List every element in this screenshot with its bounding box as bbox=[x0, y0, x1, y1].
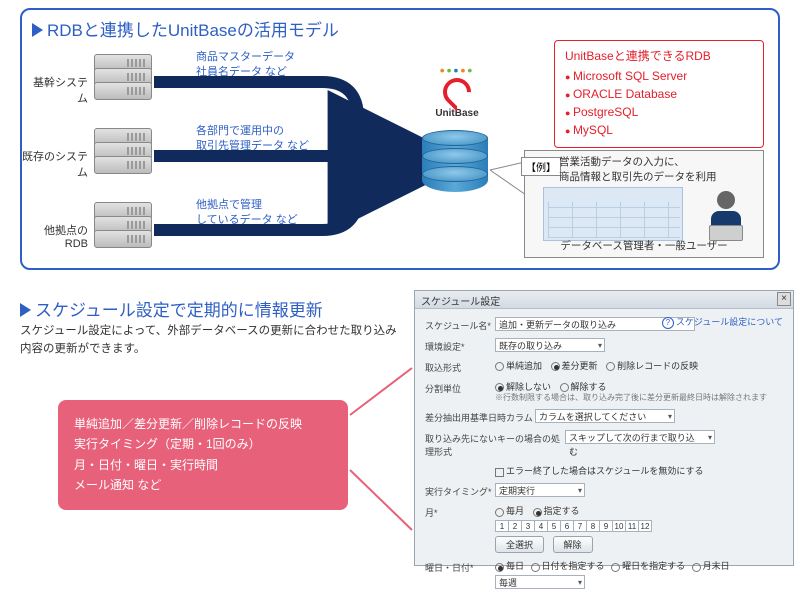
feature-callout: 単純追加／差分更新／削除レコードの反映 実行タイミング（定期・1回のみ） 月・日… bbox=[58, 400, 348, 510]
flow-text-2: 各部門で運用中の取引先管理データ など bbox=[196, 124, 309, 154]
close-icon[interactable]: × bbox=[777, 292, 791, 306]
schedule-window: スケジュール設定 × スケジュール設定について スケジュール名* 追加・更新デー… bbox=[414, 290, 794, 566]
section2-desc: スケジュール設定によって、外部データベースの更新に合わせた取り込み内容の更新がで… bbox=[20, 322, 400, 359]
timing-select[interactable]: 定期実行 bbox=[495, 483, 585, 497]
callout-line: 月・日付・曜日・実行時間 bbox=[74, 455, 332, 475]
triangle-icon bbox=[20, 303, 31, 317]
server-label-1: 基幹システム bbox=[28, 74, 88, 106]
database-icon bbox=[422, 130, 488, 200]
callout-line: 実行タイミング（定期・1回のみ） bbox=[74, 434, 332, 454]
rdb-model-panel: RDBと連携したUnitBaseの活用モデル 基幹システム 商品マスターデータ社… bbox=[20, 8, 780, 270]
basekey-select[interactable]: カラムを選択してください bbox=[535, 409, 675, 423]
checkbox-label: エラー終了した場合はスケジュールを無効にする bbox=[506, 466, 703, 476]
field-note: ※行数制限する場合は、取り込み完了後に差分更新最終日時は解除されます bbox=[495, 393, 783, 403]
user-icon bbox=[705, 191, 747, 243]
field-label: 環境設定* bbox=[425, 338, 495, 353]
field-label: 曜日・日付* bbox=[425, 559, 495, 574]
panel-title: RDBと連携したUnitBaseの活用モデル bbox=[32, 16, 339, 41]
field-label: 取込形式 bbox=[425, 359, 495, 374]
error-checkbox[interactable] bbox=[495, 468, 504, 477]
server-label-2: 既存のシステム bbox=[22, 148, 88, 180]
select-all-button[interactable]: 全選択 bbox=[495, 536, 544, 553]
radio[interactable] bbox=[551, 362, 560, 371]
server-icon-2 bbox=[94, 128, 152, 174]
example-text: 営業活動データの入力に、商品情報と取引先のデータを利用 bbox=[559, 155, 717, 184]
server-icon-3 bbox=[94, 202, 152, 248]
radio[interactable] bbox=[495, 362, 504, 371]
radio[interactable] bbox=[606, 362, 615, 371]
clear-button[interactable]: 解除 bbox=[553, 536, 593, 553]
radio[interactable] bbox=[495, 508, 504, 517]
help-link[interactable]: スケジュール設定について bbox=[662, 315, 783, 329]
radio[interactable] bbox=[560, 383, 569, 392]
example-caption: データベース管理者・一般ユーザー bbox=[525, 238, 763, 253]
month-grid[interactable]: 123456789101112 bbox=[495, 520, 783, 532]
env-select[interactable]: 既存の取り込み bbox=[495, 338, 605, 352]
window-title: スケジュール設定 bbox=[421, 297, 500, 308]
logo-dots-icon: ••••• bbox=[422, 62, 492, 78]
window-titlebar: スケジュール設定 × bbox=[415, 291, 793, 309]
field-label: 取り込み先にないキーの場合の処理形式 bbox=[425, 430, 565, 458]
triangle-icon bbox=[32, 23, 43, 37]
flow-text-3: 他拠点で管理しているデータ など bbox=[196, 198, 298, 228]
logo-magnet-icon bbox=[437, 72, 477, 112]
flow-text-1: 商品マスターデータ社員名データ など bbox=[196, 50, 295, 80]
example-badge: 【例】 bbox=[521, 157, 561, 176]
rdb-item: MySQL bbox=[565, 121, 753, 139]
rdb-box-header: UnitBaseと連携できるRDB bbox=[565, 47, 753, 64]
unitbase-logo: ••••• UnitBase bbox=[422, 62, 492, 119]
rdb-list: Microsoft SQL Server ORACLE Database Pos… bbox=[565, 67, 753, 139]
server-icon-1 bbox=[94, 54, 152, 100]
rdb-item: Microsoft SQL Server bbox=[565, 67, 753, 85]
radio[interactable] bbox=[531, 563, 540, 572]
server-label-3: 他拠点のRDB bbox=[22, 222, 88, 250]
format-radios: 単純追加 差分更新 削除レコードの反映 bbox=[495, 359, 783, 372]
rdb-compat-box: UnitBaseと連携できるRDB Microsoft SQL Server O… bbox=[554, 40, 764, 148]
field-label: 差分抽出用基準日時カラム bbox=[425, 409, 535, 424]
rdb-item: PostgreSQL bbox=[565, 103, 753, 121]
example-screen-icon bbox=[543, 187, 683, 241]
field-label: 分割単位 bbox=[425, 380, 495, 395]
callout-line: 単純追加／差分更新／削除レコードの反映 bbox=[74, 414, 332, 434]
day-select[interactable]: 毎週 bbox=[495, 575, 585, 589]
radio[interactable] bbox=[495, 563, 504, 572]
example-box: 【例】 営業活動データの入力に、商品情報と取引先のデータを利用 データベース管理… bbox=[524, 150, 764, 258]
radio[interactable] bbox=[533, 508, 542, 517]
rdb-item: ORACLE Database bbox=[565, 85, 753, 103]
field-label: スケジュール名* bbox=[425, 317, 495, 332]
radio[interactable] bbox=[495, 383, 504, 392]
callout-line: メール通知 など bbox=[74, 475, 332, 495]
radio[interactable] bbox=[611, 563, 620, 572]
section2-title: スケジュール設定で定期的に情報更新 bbox=[20, 296, 323, 321]
missing-select[interactable]: スキップして次の行まで取り込む bbox=[565, 430, 715, 444]
field-label: 実行タイミング* bbox=[425, 483, 495, 498]
radio[interactable] bbox=[692, 563, 701, 572]
field-label: 月* bbox=[425, 504, 495, 519]
